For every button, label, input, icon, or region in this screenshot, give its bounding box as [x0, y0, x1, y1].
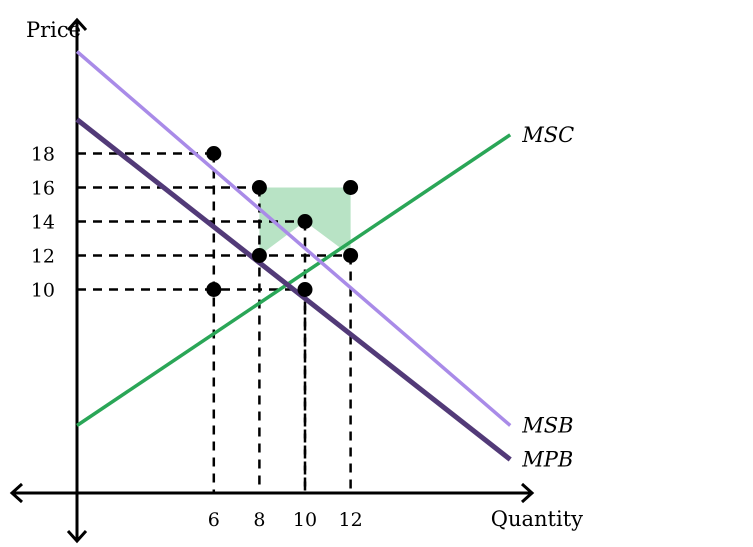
x-axis-right-arrow — [520, 482, 535, 504]
y-tick-label-4: 18 — [31, 144, 55, 166]
curve-mpb — [75, 117, 512, 462]
y-tick-label-2: 14 — [31, 212, 55, 234]
curve-msb — [75, 50, 512, 427]
points-layer — [206, 146, 359, 297]
data-point-4 — [297, 214, 313, 229]
y-axis-top-arrow — [66, 17, 88, 32]
data-point-7 — [343, 248, 359, 263]
x-axis-left-arrow — [9, 482, 24, 504]
dashed-guides-layer — [77, 152, 352, 493]
y-axis-label: Price — [26, 18, 81, 42]
data-point-2 — [251, 180, 267, 195]
labels-layer: Price Quantity MSC MSB MPB 6 8 10 12 10 12 14 16 18 — [26, 18, 583, 531]
curves-layer — [75, 50, 512, 462]
curve-msc — [76, 133, 512, 427]
y-axis-bottom-arrow — [66, 529, 88, 544]
x-tick-label-3: 12 — [339, 509, 363, 531]
data-point-0 — [206, 146, 222, 161]
x-tick-label-2: 10 — [293, 509, 317, 531]
data-point-1 — [206, 282, 222, 297]
y-tick-label-1: 12 — [31, 246, 55, 268]
curve-label-msc: MSC — [521, 123, 574, 147]
x-tick-label-0: 6 — [208, 509, 220, 531]
curve-label-msb: MSB — [521, 414, 573, 438]
y-tick-label-0: 10 — [31, 280, 55, 302]
x-axis-label: Quantity — [491, 507, 583, 531]
data-point-5 — [297, 282, 313, 297]
y-tick-label-3: 16 — [31, 178, 55, 200]
x-tick-label-1: 8 — [253, 509, 265, 531]
curve-label-mpb: MPB — [521, 448, 573, 472]
axes — [9, 17, 535, 544]
data-point-6 — [343, 180, 359, 195]
data-point-3 — [251, 248, 267, 263]
